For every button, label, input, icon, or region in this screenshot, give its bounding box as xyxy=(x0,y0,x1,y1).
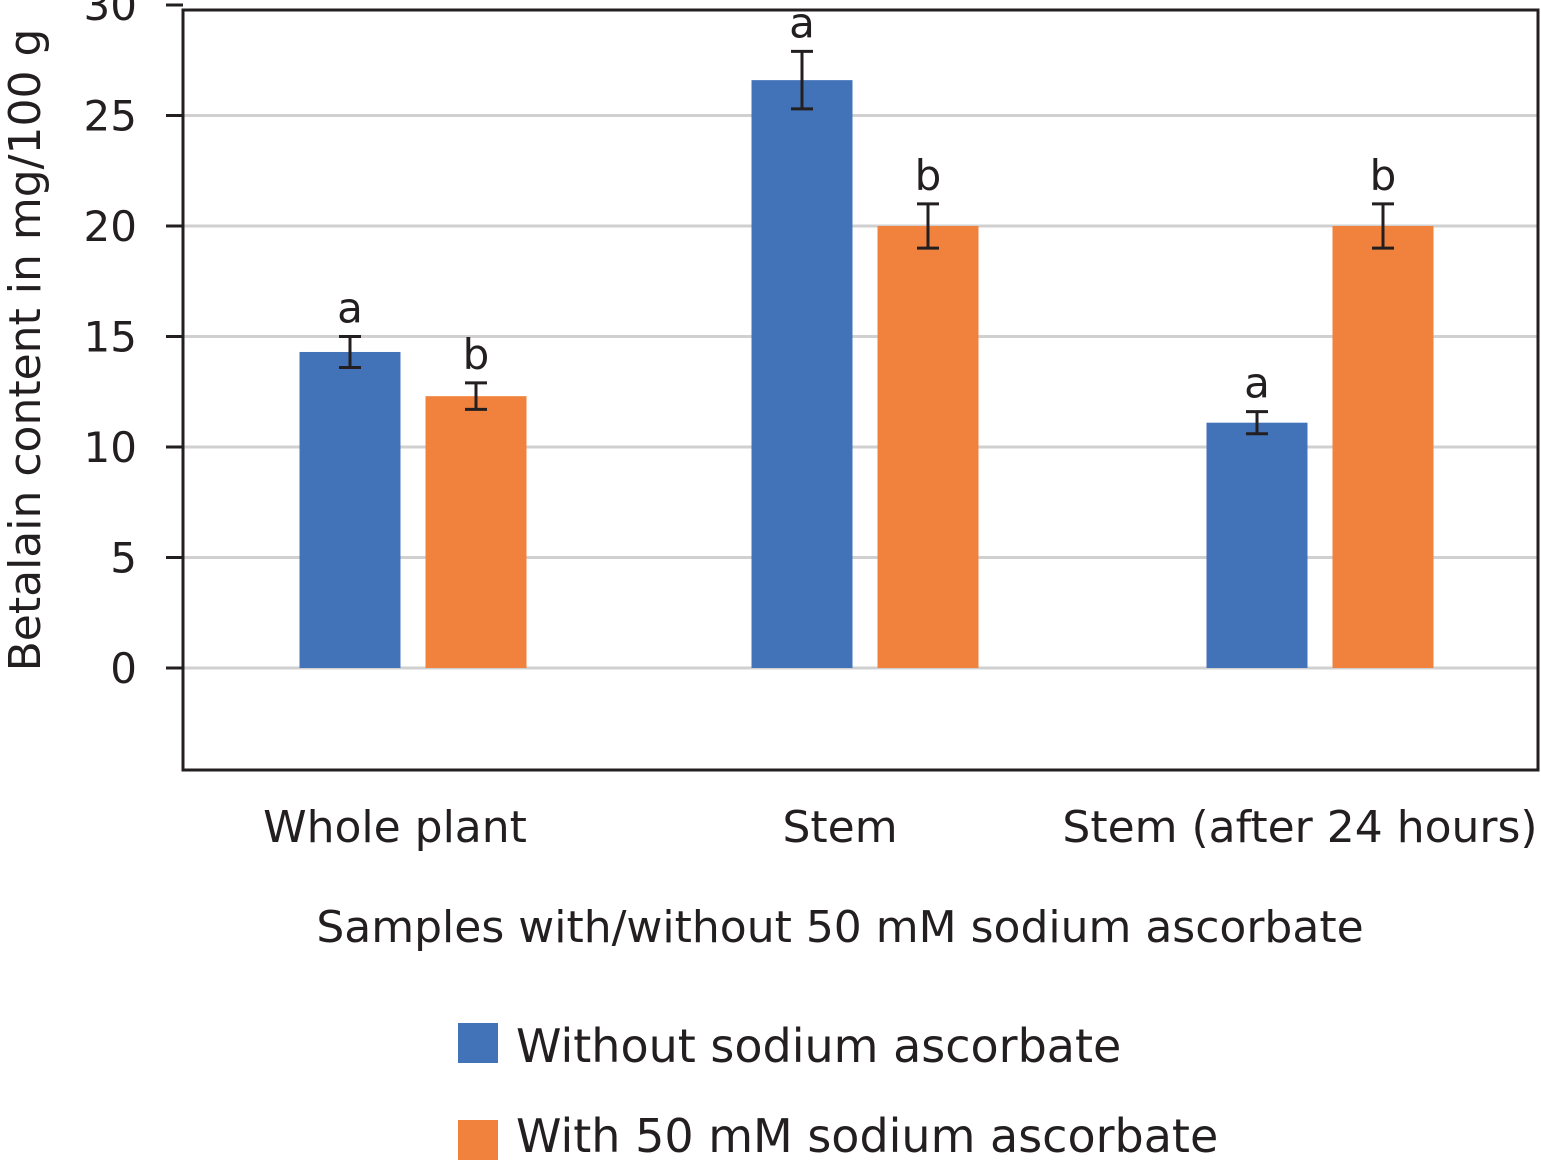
y-tick-label: 20 xyxy=(84,202,137,251)
y-tick-label: 25 xyxy=(84,92,137,141)
x-category-label: Whole plant xyxy=(263,802,527,853)
legend-label-without: Without sodium ascorbate xyxy=(516,1019,1121,1073)
error-bar xyxy=(791,49,813,111)
x-category-label: Stem (after 24 hours) xyxy=(1062,802,1537,853)
bar xyxy=(425,396,527,668)
bar xyxy=(299,351,401,668)
bar xyxy=(877,226,979,668)
legend-swatch-without xyxy=(458,1023,498,1063)
y-tick-label: 0 xyxy=(110,644,137,693)
plot-frame xyxy=(181,8,1540,772)
legend: Without sodium ascorbate With 50 mM sodi… xyxy=(458,1019,1218,1160)
y-tick-label: 10 xyxy=(84,423,137,472)
error-bar xyxy=(1246,410,1268,436)
significance-label: a xyxy=(337,284,363,333)
bar xyxy=(1332,226,1434,668)
gridlines xyxy=(166,3,1538,670)
legend-label-with: With 50 mM sodium ascorbate xyxy=(516,1109,1218,1160)
significance-label: a xyxy=(789,0,815,47)
error-bar xyxy=(339,335,361,369)
x-category-labels: Whole plant Stem Stem (after 24 hours) xyxy=(263,802,1538,853)
x-axis-title: Samples with/without 50 mM sodium ascorb… xyxy=(316,902,1363,953)
error-bar xyxy=(1372,202,1394,250)
x-category-label: Stem xyxy=(782,802,897,853)
y-tick-label: 30 xyxy=(84,0,137,30)
y-tick-label: 15 xyxy=(84,313,137,362)
error-bar xyxy=(465,381,487,411)
significance-label: b xyxy=(1370,151,1397,200)
y-tick-labels: 0 5 10 15 20 25 30 xyxy=(84,0,137,693)
y-axis-title: Betalain content in mg/100 g xyxy=(0,29,51,672)
significance-label: b xyxy=(463,330,490,379)
legend-swatch-with xyxy=(458,1120,498,1160)
bars: a b a b a b xyxy=(299,0,1434,668)
y-tick-label: 5 xyxy=(110,534,137,583)
significance-label: b xyxy=(915,151,942,200)
bar xyxy=(1206,422,1308,668)
bar xyxy=(751,80,853,668)
error-bar xyxy=(917,202,939,250)
significance-label: a xyxy=(1244,359,1270,408)
